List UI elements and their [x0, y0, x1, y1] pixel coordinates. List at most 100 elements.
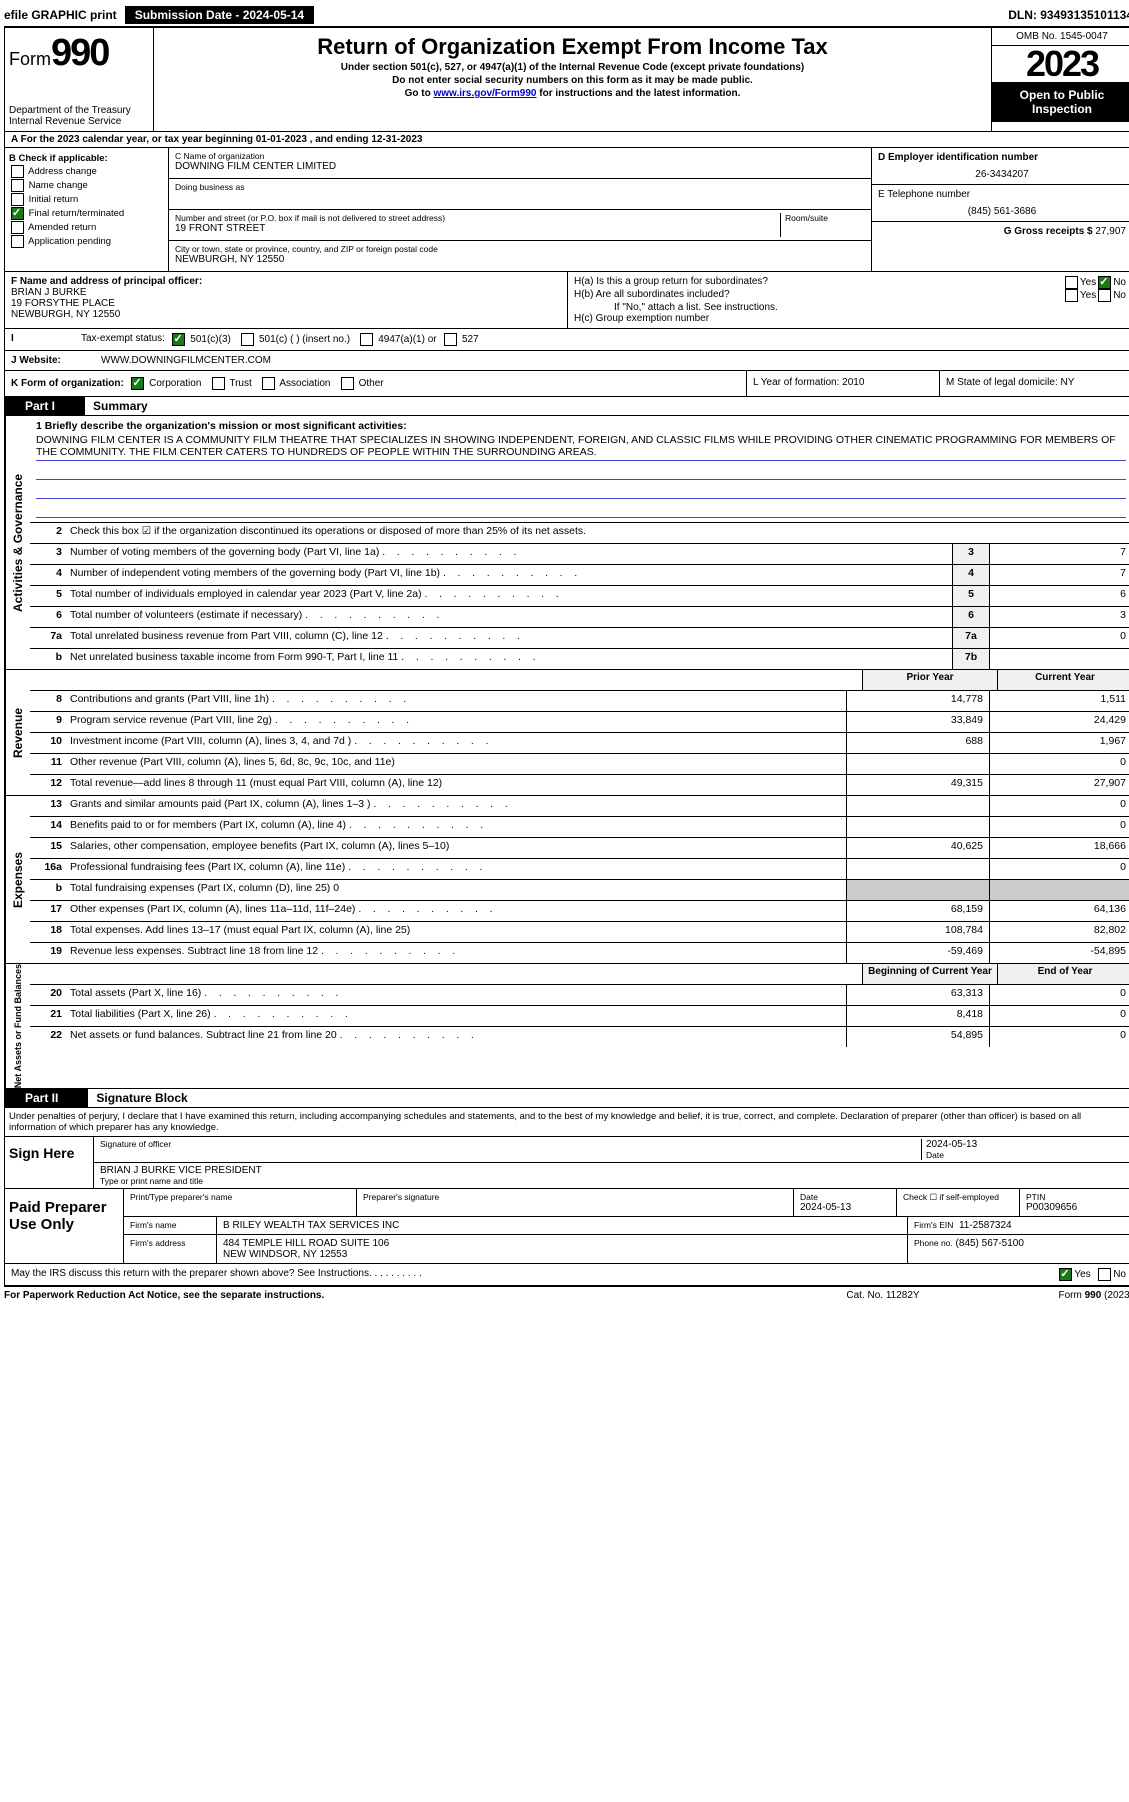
line-12: Total revenue—add lines 8 through 11 (mu…: [66, 775, 846, 795]
header-left: Form990 Department of the Treasury Inter…: [5, 28, 154, 131]
c12: 27,907: [989, 775, 1129, 795]
hb-yes[interactable]: Yes: [1063, 289, 1096, 302]
chk-addr-change[interactable]: Address change: [9, 165, 164, 178]
chk-pending[interactable]: Application pending: [9, 235, 164, 248]
hdr-beg: Beginning of Current Year: [862, 964, 997, 984]
sidebar-expenses: Expenses: [5, 796, 30, 963]
efile-label[interactable]: efile GRAPHIC print: [4, 8, 117, 22]
irs-link[interactable]: www.irs.gov/Form990: [433, 88, 536, 99]
part2-header: Part II Signature Block: [4, 1089, 1129, 1108]
chk-assoc[interactable]: Association: [260, 378, 330, 389]
room-label: Room/suite: [785, 213, 865, 223]
val-3: 7: [989, 544, 1129, 564]
row-a-tax-year: A For the 2023 calendar year, or tax yea…: [4, 132, 1129, 148]
p22: 54,895: [846, 1027, 989, 1047]
dba-label: Doing business as: [175, 182, 865, 192]
phone-value: (845) 561-3686: [878, 206, 1126, 217]
firm-name: B RILEY WEALTH TAX SERVICES INC: [217, 1217, 908, 1234]
p9: 33,849: [846, 712, 989, 732]
form-header: Form990 Department of the Treasury Inter…: [4, 28, 1129, 132]
addr-label: Number and street (or P.O. box if mail i…: [175, 213, 780, 223]
p14: [846, 817, 989, 837]
c18: 82,802: [989, 922, 1129, 942]
line-17: Other expenses (Part IX, column (A), lin…: [66, 901, 846, 921]
val-7b: [989, 649, 1129, 669]
mission-text: DOWNING FILM CENTER IS A COMMUNITY FILM …: [36, 432, 1126, 461]
line-20: Total assets (Part X, line 16): [66, 985, 846, 1005]
hdr-spacer: [66, 670, 862, 690]
chk-other[interactable]: Other: [339, 378, 384, 389]
part1-header: Part I Summary: [4, 397, 1129, 416]
sign-here-label: Sign Here: [5, 1137, 94, 1188]
c20: 0: [989, 985, 1129, 1005]
chk-initial[interactable]: Initial return: [9, 193, 164, 206]
section-bcd: B Check if applicable: Address change Na…: [4, 148, 1129, 272]
bottom-bar: For Paperwork Reduction Act Notice, see …: [4, 1286, 1129, 1304]
ptin-value: P00309656: [1026, 1202, 1126, 1213]
org-name-label: C Name of organization: [175, 151, 865, 161]
tax-year: 2023: [992, 46, 1129, 82]
p21: 8,418: [846, 1006, 989, 1026]
paid-preparer-block: Paid Preparer Use Only Print/Type prepar…: [4, 1189, 1129, 1264]
row-k-form-org: K Form of organization: Corporation Trus…: [4, 371, 1129, 397]
paperwork-notice: For Paperwork Reduction Act Notice, see …: [4, 1290, 783, 1301]
chk-trust[interactable]: Trust: [210, 378, 252, 389]
governance-section: Activities & Governance 1 Briefly descri…: [4, 416, 1129, 670]
col-d-ein: D Employer identification number 26-3434…: [871, 148, 1129, 271]
chk-501c[interactable]: 501(c) ( ) (insert no.): [239, 333, 350, 346]
self-emp-chk[interactable]: Check ☐ if self-employed: [897, 1189, 1020, 1216]
ha-no[interactable]: No: [1096, 276, 1126, 289]
col-c-org-info: C Name of organization DOWNING FILM CENT…: [169, 148, 871, 271]
firm-addr-lbl: Firm's address: [124, 1235, 217, 1263]
principal-officer: F Name and address of principal officer:…: [5, 272, 568, 328]
chk-527[interactable]: 527: [442, 333, 478, 346]
hb-no[interactable]: No: [1096, 289, 1126, 302]
ein-cell: D Employer identification number 26-3434…: [872, 148, 1129, 185]
discuss-no[interactable]: No: [1096, 1268, 1126, 1281]
p18: 108,784: [846, 922, 989, 942]
chk-name-change[interactable]: Name change: [9, 179, 164, 192]
c16a: 0: [989, 859, 1129, 879]
chk-corp[interactable]: Corporation: [129, 378, 201, 389]
part2-title: Signature Block: [88, 1089, 195, 1107]
p13: [846, 796, 989, 816]
prep-sig-hdr: Preparer's signature: [357, 1189, 794, 1216]
c15: 18,666: [989, 838, 1129, 858]
line-22: Net assets or fund balances. Subtract li…: [66, 1027, 846, 1047]
line-11: Other revenue (Part VIII, column (A), li…: [66, 754, 846, 774]
part2-label: Part II: [5, 1089, 88, 1107]
line-16a: Professional fundraising fees (Part IX, …: [66, 859, 846, 879]
paid-line-3: Firm's address 484 TEMPLE HILL ROAD SUIT…: [124, 1235, 1129, 1263]
hdr-curr: Current Year: [997, 670, 1129, 690]
hdr-end: End of Year: [997, 964, 1129, 984]
discuss-text: May the IRS discuss this return with the…: [11, 1268, 1057, 1281]
paid-line-1: Print/Type preparer's name Preparer's si…: [124, 1189, 1129, 1217]
ptin-hdr: PTIN: [1026, 1192, 1126, 1202]
state-domicile: M State of legal domicile: NY: [939, 371, 1129, 396]
mission-block: 1 Briefly describe the organization's mi…: [30, 416, 1129, 522]
addr-cell: Number and street (or P.O. box if mail i…: [169, 210, 871, 241]
firm-addr2: NEW WINDSOR, NY 12553: [223, 1249, 901, 1260]
chk-501c3[interactable]: 501(c)(3): [170, 333, 230, 346]
ein-label: D Employer identification number: [878, 152, 1126, 163]
line-7a: Total unrelated business revenue from Pa…: [66, 628, 952, 648]
discuss-yes[interactable]: Yes: [1057, 1268, 1090, 1281]
mission-blank3: [36, 499, 1126, 518]
gross-label: G Gross receipts $: [1004, 226, 1093, 237]
hdr-spacer2: [66, 964, 862, 984]
netassets-section: Net Assets or Fund Balances Beginning of…: [4, 964, 1129, 1089]
firm-addr1: 484 TEMPLE HILL ROAD SUITE 106: [223, 1238, 901, 1249]
cat-number: Cat. No. 11282Y: [783, 1290, 983, 1301]
subtitle-3: Go to www.irs.gov/Form990 for instructio…: [158, 88, 987, 99]
hdr-prior: Prior Year: [862, 670, 997, 690]
officer-addr2: NEWBURGH, NY 12550: [11, 309, 561, 320]
chk-4947[interactable]: 4947(a)(1) or: [358, 333, 436, 346]
sign-here-block: Sign Here Signature of officer 2024-05-1…: [4, 1137, 1129, 1189]
gross-value: 27,907: [1095, 226, 1126, 237]
chk-final[interactable]: Final return/terminated: [9, 207, 164, 220]
submission-date-button[interactable]: Submission Date - 2024-05-14: [125, 6, 314, 24]
sig-officer-label: Signature of officer: [100, 1139, 921, 1160]
c10: 1,967: [989, 733, 1129, 753]
ha-yes[interactable]: Yes: [1063, 276, 1096, 289]
chk-amended[interactable]: Amended return: [9, 221, 164, 234]
